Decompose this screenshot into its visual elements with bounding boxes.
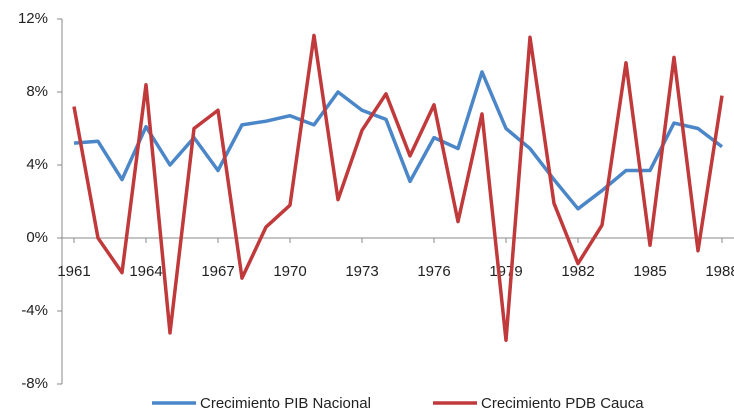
x-tick-label: 1979 — [489, 263, 522, 280]
x-tick-label: 1970 — [273, 263, 306, 280]
x-tick-label: 1988 — [705, 263, 734, 280]
y-tick-label: 4% — [26, 156, 48, 173]
y-tick-label: 8% — [26, 83, 48, 100]
x-tick-label: 1982 — [561, 263, 594, 280]
series-line — [72, 33, 724, 342]
x-tick-label: 1964 — [129, 263, 162, 280]
legend-label: Crecimiento PDB Cauca — [481, 395, 644, 412]
x-tick-label: 1973 — [345, 263, 378, 280]
y-tick-label: -8% — [21, 375, 48, 392]
x-tick-label: 1961 — [57, 263, 90, 280]
x-tick-label: 1976 — [417, 263, 450, 280]
y-tick-label: 12% — [18, 10, 48, 27]
legend-label: Crecimiento PIB Nacional — [200, 395, 371, 412]
y-tick-label: 0% — [26, 229, 48, 246]
x-tick-label: 1967 — [201, 263, 234, 280]
y-tick-label: -4% — [21, 302, 48, 319]
x-tick-label: 1985 — [633, 263, 666, 280]
series-line — [73, 70, 724, 211]
